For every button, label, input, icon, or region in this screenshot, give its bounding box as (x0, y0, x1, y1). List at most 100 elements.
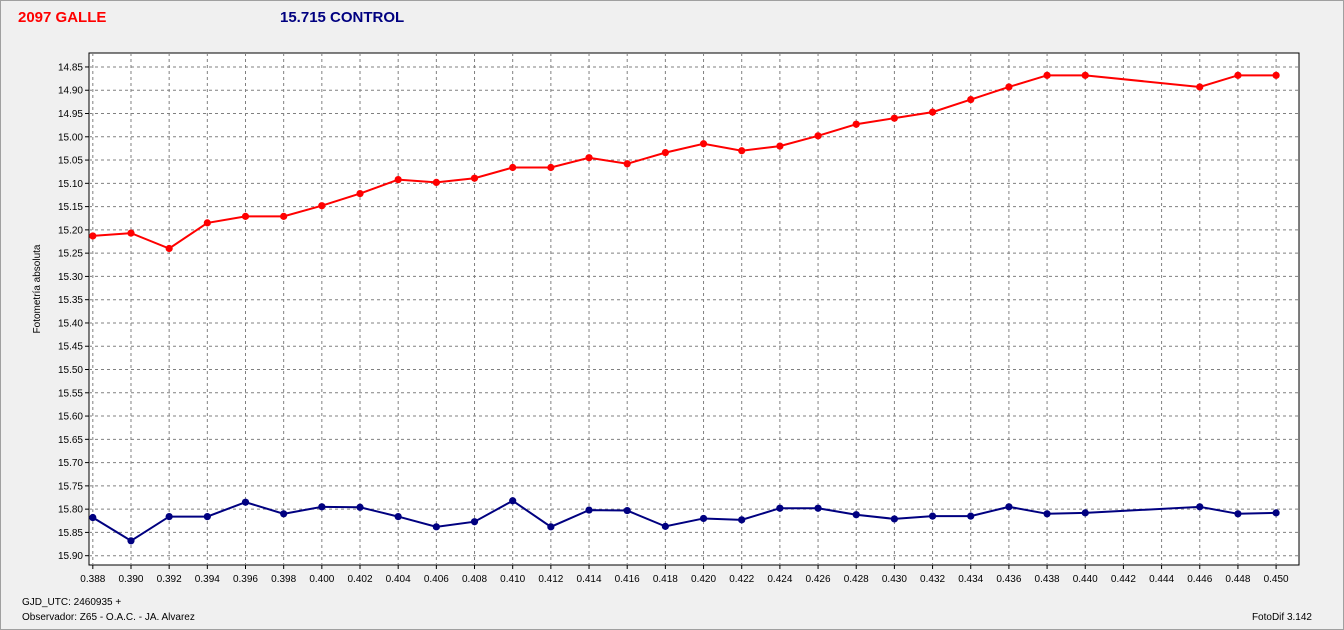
y-tick-label: 15.80 (58, 505, 83, 516)
data-point (1043, 71, 1051, 79)
data-point (776, 142, 784, 150)
data-point (1005, 503, 1013, 511)
data-point (1081, 71, 1089, 79)
x-tick-label: 0.388 (80, 574, 105, 585)
x-tick-label: 0.448 (1225, 574, 1250, 585)
target-title: 2097 GALLE (18, 9, 107, 26)
data-point (1272, 509, 1280, 517)
y-tick-label: 15.55 (58, 388, 83, 399)
data-point (432, 178, 440, 186)
x-tick-label: 0.414 (577, 574, 602, 585)
data-point (928, 512, 937, 520)
data-point (623, 506, 631, 515)
y-tick-label: 15.35 (58, 295, 83, 306)
y-tick-label: 14.85 (58, 62, 83, 73)
series-target (89, 71, 1280, 253)
x-tick-label: 0.410 (500, 574, 525, 585)
data-point (814, 504, 822, 512)
x-tick-label: 0.432 (920, 574, 945, 585)
x-tick-label: 0.392 (157, 574, 182, 585)
data-point (547, 163, 555, 172)
data-point (1081, 509, 1089, 517)
y-tick-label: 15.90 (58, 551, 83, 562)
data-point (623, 160, 631, 168)
x-tick-label: 0.424 (767, 574, 792, 585)
data-point (280, 510, 288, 518)
data-point (928, 108, 937, 116)
data-point (509, 497, 517, 505)
data-point (394, 512, 402, 521)
data-point (1005, 83, 1013, 91)
version-label: FotoDif 3.142 (1251, 612, 1312, 623)
data-point (318, 503, 326, 511)
data-point (509, 163, 517, 172)
data-point (1234, 510, 1242, 518)
y-tick-label: 15.85 (58, 528, 83, 539)
x-tick-label: 0.440 (1073, 574, 1098, 585)
data-point (432, 523, 440, 531)
data-point (699, 514, 708, 523)
data-point (127, 229, 135, 237)
x-tick-label: 0.420 (691, 574, 716, 585)
series-control (89, 497, 1280, 545)
data-point (280, 212, 288, 220)
x-tick-label: 0.446 (1187, 574, 1212, 585)
data-point (394, 176, 402, 184)
y-tick-label: 14.95 (58, 109, 83, 120)
data-point (852, 511, 860, 519)
y-axis-label: Fotometría absoluta (32, 244, 43, 333)
data-point (1043, 510, 1051, 518)
data-point (738, 147, 746, 155)
x-tick-label: 0.426 (806, 574, 831, 585)
x-tick-label: 0.404 (386, 574, 411, 585)
data-point (356, 189, 364, 198)
y-tick-label: 15.30 (58, 272, 83, 283)
data-point (203, 219, 211, 227)
series-line (92, 499, 1277, 542)
x-tick-label: 0.428 (844, 574, 869, 585)
y-tick-label: 15.45 (58, 342, 83, 353)
x-tick-label: 0.396 (233, 574, 258, 585)
data-point (241, 212, 250, 220)
x-tick-label: 0.430 (882, 574, 907, 585)
plot-area (88, 52, 1300, 566)
data-point (165, 512, 173, 521)
data-point (1196, 503, 1204, 511)
data-point (585, 154, 593, 162)
data-point (1196, 83, 1204, 91)
data-point (967, 512, 975, 520)
x-tick-label: 0.390 (118, 574, 143, 585)
x-tick-label: 0.438 (1035, 574, 1060, 585)
data-point (1272, 71, 1280, 79)
x-tick-label: 0.394 (195, 574, 220, 585)
data-point (470, 518, 479, 526)
data-point (241, 498, 250, 506)
data-point (165, 244, 173, 253)
data-point (470, 174, 479, 182)
x-tick-label: 0.398 (271, 574, 296, 585)
x-tick-label: 0.436 (996, 574, 1021, 585)
x-tick-label: 0.416 (615, 574, 640, 585)
data-point (967, 95, 975, 104)
x-tick-label: 0.434 (958, 574, 983, 585)
data-point (661, 522, 669, 530)
gjd-label: GJD_UTC: 2460935 + (22, 597, 122, 608)
y-tick-label: 14.90 (58, 86, 83, 97)
y-tick-label: 15.25 (58, 249, 83, 260)
data-point (852, 120, 860, 128)
x-tick-label: 0.406 (424, 574, 449, 585)
y-tick-label: 15.75 (58, 481, 83, 492)
x-tick-label: 0.412 (538, 574, 563, 585)
data-point (585, 506, 593, 514)
y-tick-label: 15.65 (58, 435, 83, 446)
y-tick-label: 15.15 (58, 202, 83, 213)
control-title: 15.715 CONTROL (280, 9, 405, 26)
x-axis: 0.388 0.390 0.392 0.394 0.396 0.398 0.400 0.402… (80, 565, 1289, 585)
x-tick-label: 0.408 (462, 574, 487, 585)
data-point (356, 503, 364, 511)
series-layer (89, 71, 1280, 545)
data-point (814, 132, 822, 140)
x-tick-label: 0.418 (653, 574, 678, 585)
data-point (890, 114, 898, 122)
